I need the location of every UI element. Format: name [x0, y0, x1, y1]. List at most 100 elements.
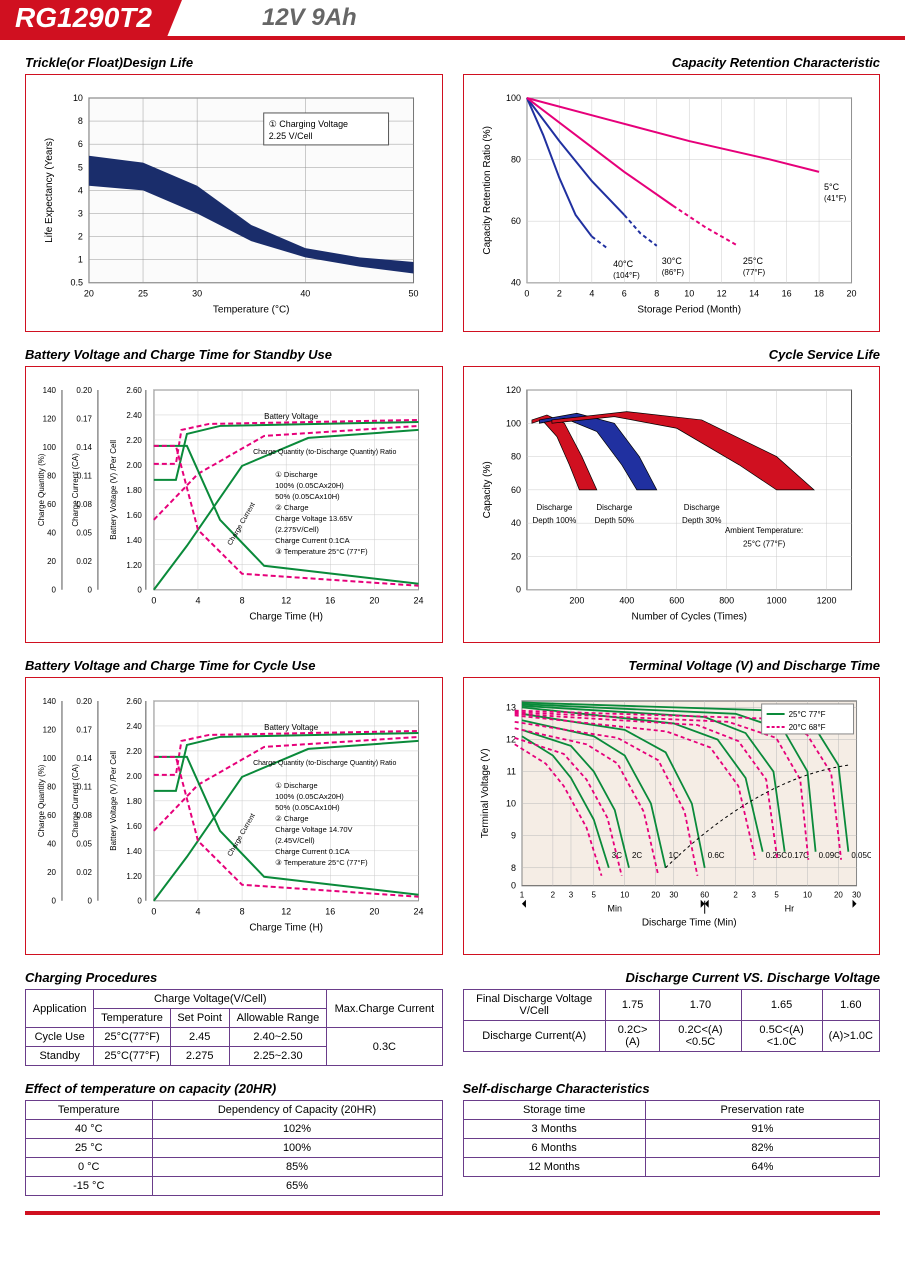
- svg-text:80: 80: [510, 155, 520, 165]
- svg-text:20°C 68°F: 20°C 68°F: [788, 723, 825, 732]
- svg-text:16: 16: [325, 595, 335, 605]
- svg-text:20: 20: [369, 595, 379, 605]
- svg-text:0.14: 0.14: [76, 443, 92, 452]
- svg-text:4: 4: [195, 907, 200, 917]
- svg-text:30: 30: [669, 891, 678, 900]
- svg-text:Charge Quantity (%): Charge Quantity (%): [37, 765, 46, 838]
- svg-text:1200: 1200: [816, 595, 836, 605]
- svg-text:0: 0: [87, 585, 92, 594]
- svg-text:100: 100: [505, 418, 520, 428]
- svg-text:140: 140: [43, 386, 57, 395]
- svg-text:0.17: 0.17: [76, 414, 92, 423]
- svg-text:20: 20: [833, 891, 842, 900]
- svg-text:Charge Voltage 14.70V: Charge Voltage 14.70V: [275, 825, 352, 834]
- svg-text:8: 8: [78, 116, 83, 126]
- svg-text:80: 80: [47, 783, 56, 792]
- svg-text:1: 1: [519, 891, 524, 900]
- svg-text:Depth 30%: Depth 30%: [681, 516, 720, 525]
- svg-text:Depth 100%: Depth 100%: [532, 516, 576, 525]
- svg-text:Battery Voltage: Battery Voltage: [264, 723, 319, 732]
- svg-text:40: 40: [47, 528, 56, 537]
- svg-text:2: 2: [78, 232, 83, 242]
- svg-text:8: 8: [240, 907, 245, 917]
- svg-text:800: 800: [719, 595, 734, 605]
- svg-text:2.60: 2.60: [126, 697, 142, 706]
- svg-text:Charge Quantity (to-Discharge: Charge Quantity (to-Discharge Quantity) …: [253, 449, 396, 456]
- svg-text:(2.275V/Cell): (2.275V/Cell): [275, 524, 319, 533]
- svg-text:13: 13: [505, 703, 515, 713]
- svg-text:0.05: 0.05: [76, 840, 92, 849]
- svg-text:0.05C: 0.05C: [851, 852, 871, 861]
- chart-cycle-charge: Battery Voltage and Charge Time for Cycl…: [25, 658, 443, 955]
- svg-text:0.6C: 0.6C: [707, 852, 724, 861]
- svg-text:(104°F): (104°F): [613, 271, 640, 280]
- svg-text:60: 60: [510, 485, 520, 495]
- svg-text:5: 5: [591, 891, 596, 900]
- svg-text:3: 3: [568, 891, 573, 900]
- header: RG1290T2 12V 9Ah: [0, 0, 905, 40]
- table3-title: Effect of temperature on capacity (20HR): [25, 1081, 443, 1096]
- svg-text:0.17: 0.17: [76, 726, 92, 735]
- svg-text:Discharge: Discharge: [536, 503, 572, 512]
- svg-text:Charge Quantity (to-Discharge: Charge Quantity (to-Discharge Quantity) …: [253, 760, 396, 767]
- svg-text:20: 20: [369, 907, 379, 917]
- svg-text:80: 80: [510, 451, 520, 461]
- svg-text:0: 0: [137, 897, 142, 906]
- svg-text:Charge Voltage 13.65V: Charge Voltage 13.65V: [275, 514, 352, 523]
- svg-text:4: 4: [195, 595, 200, 605]
- svg-text:30: 30: [192, 289, 202, 299]
- svg-text:① Discharge: ① Discharge: [275, 470, 317, 479]
- chart2-title: Capacity Retention Characteristic: [463, 55, 881, 70]
- svg-text:50% (0.05CAx10H): 50% (0.05CAx10H): [275, 492, 340, 501]
- svg-text:50: 50: [409, 289, 419, 299]
- table-temp-capacity: Effect of temperature on capacity (20HR)…: [25, 1081, 443, 1196]
- svg-text:20: 20: [651, 891, 660, 900]
- svg-text:0.17C: 0.17C: [787, 852, 809, 861]
- svg-text:16: 16: [781, 289, 791, 299]
- svg-text:Charge Current (CA): Charge Current (CA): [71, 452, 80, 526]
- svg-text:8: 8: [510, 863, 515, 873]
- svg-text:5: 5: [78, 162, 83, 172]
- svg-text:3: 3: [78, 208, 83, 218]
- svg-text:80: 80: [47, 471, 56, 480]
- svg-text:20: 20: [47, 557, 56, 566]
- svg-text:0: 0: [52, 897, 57, 906]
- svg-text:② Charge: ② Charge: [275, 503, 308, 512]
- svg-text:0.02: 0.02: [76, 557, 92, 566]
- svg-text:0.05: 0.05: [76, 528, 92, 537]
- svg-text:40°C: 40°C: [613, 259, 634, 269]
- svg-text:25: 25: [138, 289, 148, 299]
- svg-text:2: 2: [550, 891, 555, 900]
- svg-text:Charge Current 0.1CA: Charge Current 0.1CA: [275, 535, 349, 544]
- svg-text:120: 120: [43, 414, 57, 423]
- svg-text:1.60: 1.60: [126, 511, 142, 520]
- svg-text:12: 12: [281, 595, 291, 605]
- svg-text:200: 200: [569, 595, 584, 605]
- svg-text:10: 10: [505, 799, 515, 809]
- svg-text:2.00: 2.00: [126, 772, 142, 781]
- spec-text: 12V 9Ah: [262, 4, 357, 32]
- svg-text:2: 2: [556, 289, 561, 299]
- svg-text:2.40: 2.40: [126, 411, 142, 420]
- svg-text:③ Temperature 25°C (77°F): ③ Temperature 25°C (77°F): [275, 546, 368, 555]
- svg-text:0.14: 0.14: [76, 754, 92, 763]
- svg-text:(77°F): (77°F): [742, 268, 765, 277]
- svg-text:12: 12: [281, 907, 291, 917]
- svg-text:6: 6: [621, 289, 626, 299]
- svg-text:Temperature (°C): Temperature (°C): [213, 305, 290, 316]
- svg-text:(41°F): (41°F): [824, 194, 847, 203]
- svg-text:0.20: 0.20: [76, 386, 92, 395]
- svg-text:60: 60: [700, 891, 709, 900]
- svg-text:1.60: 1.60: [126, 822, 142, 831]
- svg-text:1.40: 1.40: [126, 535, 142, 544]
- svg-text:2.60: 2.60: [126, 386, 142, 395]
- svg-text:30°C: 30°C: [661, 256, 682, 266]
- svg-text:100: 100: [43, 754, 57, 763]
- svg-text:40: 40: [47, 840, 56, 849]
- svg-text:Charge Quantity (%): Charge Quantity (%): [37, 453, 46, 526]
- svg-text:0.20: 0.20: [76, 697, 92, 706]
- svg-text:1.80: 1.80: [126, 486, 142, 495]
- svg-text:600: 600: [669, 595, 684, 605]
- svg-text:25°C: 25°C: [742, 256, 763, 266]
- svg-text:140: 140: [43, 697, 57, 706]
